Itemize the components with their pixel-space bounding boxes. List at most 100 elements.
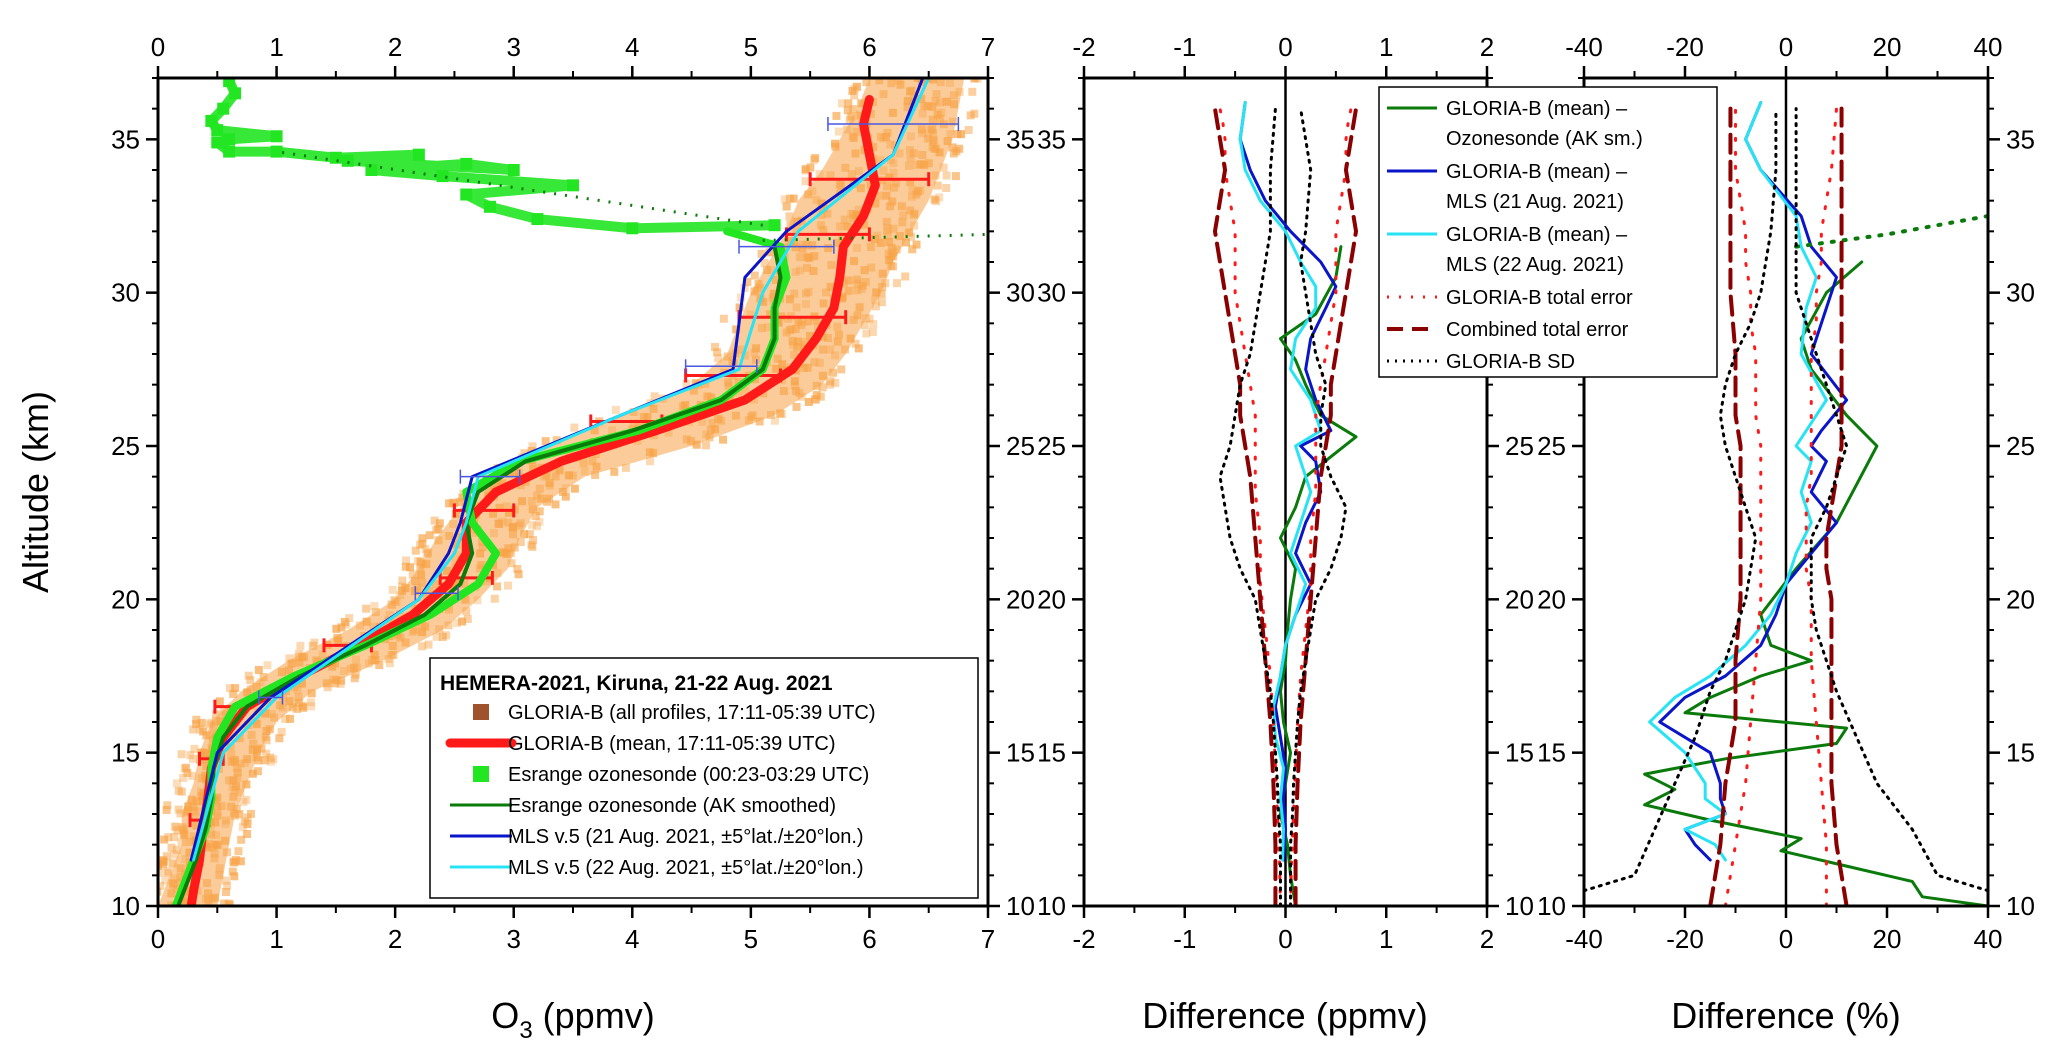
all-profiles-point	[826, 282, 835, 291]
legend-main-title: HEMERA-2021, Kiruna, 21-22 Aug. 2021	[440, 672, 833, 695]
all-profiles-point	[174, 805, 183, 814]
all-profiles-point	[949, 91, 958, 100]
ozonesonde-point	[223, 78, 236, 88]
all-profiles-point	[741, 386, 750, 395]
all-profiles-point	[333, 633, 342, 642]
all-profiles-point	[339, 667, 348, 676]
ozonesonde-point	[229, 87, 242, 100]
all-profiles-point	[798, 317, 807, 326]
all-profiles-point	[918, 150, 927, 159]
all-profiles-point	[883, 182, 892, 191]
all-profiles-point	[860, 320, 869, 329]
all-profiles-point	[276, 701, 285, 710]
all-profiles-point	[931, 171, 940, 180]
all-profiles-point	[230, 858, 239, 867]
all-profiles-point	[892, 245, 901, 254]
legend-diff: GLORIA-B (mean) – Ozonesonde (AK sm.) GLOR…	[1378, 86, 1718, 378]
all-profiles-point	[263, 661, 272, 670]
all-profiles-point	[886, 140, 895, 149]
all-profiles-point	[478, 543, 487, 552]
legend-main-label: Esrange ozonesonde (AK smoothed)	[508, 795, 836, 817]
all-profiles-point	[238, 823, 247, 832]
all-profiles-point	[842, 125, 851, 134]
all-profiles-point	[908, 185, 917, 194]
all-profiles-point	[322, 679, 331, 688]
all-profiles-point	[425, 531, 434, 540]
all-profiles-point	[844, 276, 853, 285]
x-tick-label-top: 0	[151, 32, 165, 62]
all-profiles-point	[307, 702, 316, 711]
all-profiles-point	[887, 251, 896, 260]
x-tick-label: 2	[1480, 924, 1494, 954]
ozonesonde-point	[412, 148, 425, 161]
all-profiles-point	[230, 809, 239, 818]
all-profiles-point	[815, 358, 824, 367]
all-profiles-point	[298, 652, 307, 661]
all-profiles-point	[746, 310, 755, 319]
all-profiles-point	[262, 736, 271, 745]
all-profiles-point	[810, 155, 819, 164]
y-tick-label: 10	[111, 891, 140, 921]
all-profiles-point	[885, 173, 894, 182]
y-tick-label: 30	[111, 278, 140, 308]
series-2-8-line	[1794, 107, 1988, 893]
all-profiles-point	[831, 378, 840, 387]
y-tick-label-right: 15	[1006, 738, 1035, 768]
all-profiles-point	[197, 791, 206, 800]
all-profiles-point	[793, 343, 802, 352]
all-profiles-point	[780, 195, 789, 204]
all-profiles-point	[188, 771, 197, 780]
all-profiles-point	[906, 178, 915, 187]
panel-o3-plot	[158, 78, 988, 906]
all-profiles-point	[869, 143, 878, 152]
all-profiles-point	[225, 900, 234, 906]
all-profiles-point	[510, 543, 519, 552]
all-profiles-point	[790, 377, 799, 386]
x-tick-label: 1	[1379, 924, 1393, 954]
all-profiles-point	[837, 181, 846, 190]
all-profiles-point	[535, 517, 544, 526]
y-tick-label: 20	[111, 584, 140, 614]
all-profiles-point	[192, 715, 201, 724]
all-profiles-point	[751, 355, 760, 364]
all-profiles-point	[445, 531, 454, 540]
all-profiles-point	[879, 90, 888, 99]
all-profiles-point	[202, 879, 211, 888]
all-profiles-point	[162, 852, 171, 861]
all-profiles-point	[416, 563, 425, 572]
all-profiles-point	[788, 337, 797, 346]
all-profiles-point	[847, 170, 856, 179]
all-profiles-point	[935, 148, 944, 157]
all-profiles-point	[906, 206, 915, 215]
ozonesonde-point	[270, 130, 283, 143]
all-profiles-point	[434, 536, 443, 545]
all-profiles-point	[396, 591, 405, 600]
all-profiles-point	[207, 718, 216, 727]
all-profiles-point	[851, 149, 860, 158]
all-profiles-point	[816, 221, 825, 230]
all-profiles-point	[783, 314, 792, 323]
all-profiles-point	[551, 472, 560, 481]
all-profiles-point	[192, 797, 201, 806]
all-profiles-point	[892, 179, 901, 188]
all-profiles-point	[933, 181, 942, 190]
all-profiles-point	[766, 310, 775, 319]
all-profiles-point	[545, 479, 554, 488]
all-profiles-point	[579, 459, 588, 468]
all-profiles-point	[905, 228, 914, 237]
all-profiles-point	[769, 289, 778, 298]
all-profiles-point	[398, 582, 407, 591]
all-profiles-point	[435, 519, 444, 528]
x-tick-label-top: 7	[981, 32, 995, 62]
all-profiles-point	[918, 129, 927, 138]
all-profiles-point	[256, 678, 265, 687]
all-profiles-point	[225, 684, 234, 693]
all-profiles-point	[917, 94, 926, 103]
all-profiles-point	[844, 286, 853, 295]
all-profiles-point	[916, 160, 925, 169]
all-profiles-point	[910, 209, 919, 218]
all-profiles-point	[724, 378, 733, 387]
all-profiles-point	[752, 344, 761, 353]
all-profiles-point	[856, 184, 865, 193]
